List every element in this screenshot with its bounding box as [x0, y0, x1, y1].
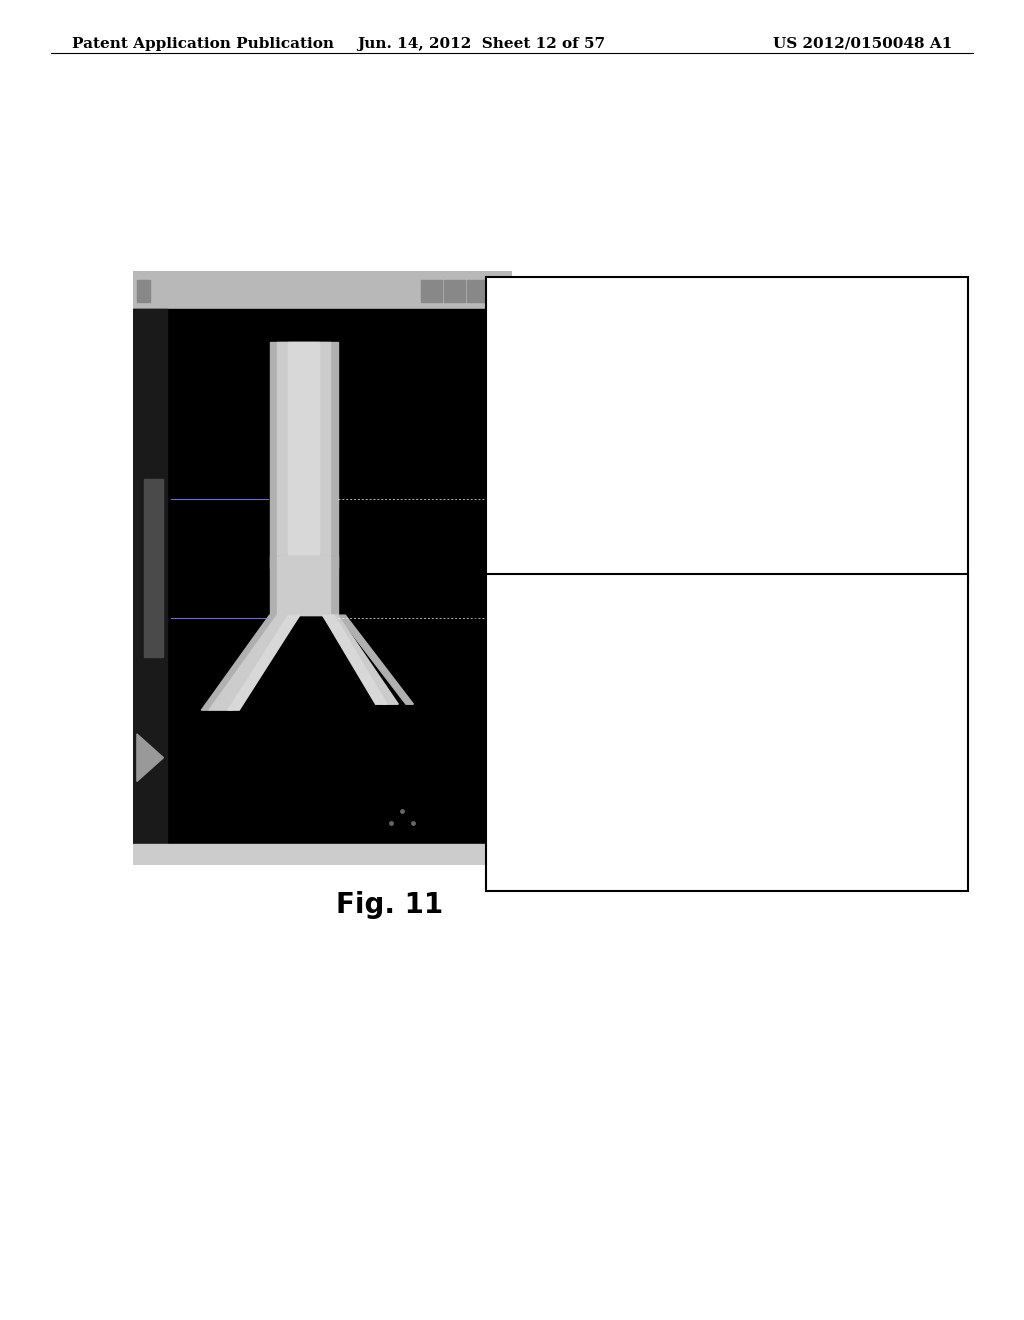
Polygon shape	[227, 615, 300, 710]
Bar	[278, 342, 330, 568]
Polygon shape	[338, 615, 414, 705]
Bar	[278, 556, 330, 615]
Bar	[137, 280, 151, 302]
Bar	[467, 280, 487, 302]
Polygon shape	[202, 615, 278, 710]
Bar	[133, 309, 167, 847]
Text: US 2012/0150048 A1: US 2012/0150048 A1	[773, 37, 952, 51]
Bar	[269, 342, 338, 568]
Polygon shape	[209, 615, 300, 710]
Bar	[133, 843, 512, 865]
Polygon shape	[137, 734, 164, 781]
Text: Fig. 11: Fig. 11	[336, 891, 442, 919]
Bar	[133, 271, 512, 309]
Bar	[421, 280, 442, 302]
Bar	[443, 280, 465, 302]
Polygon shape	[323, 615, 387, 705]
Text: Patent Application Publication: Patent Application Publication	[72, 37, 334, 51]
Polygon shape	[323, 615, 398, 705]
Bar	[269, 556, 338, 615]
Bar	[489, 280, 510, 302]
Bar	[144, 479, 164, 657]
Text: Jun. 14, 2012  Sheet 12 of 57: Jun. 14, 2012 Sheet 12 of 57	[357, 37, 605, 51]
Bar	[289, 342, 318, 568]
